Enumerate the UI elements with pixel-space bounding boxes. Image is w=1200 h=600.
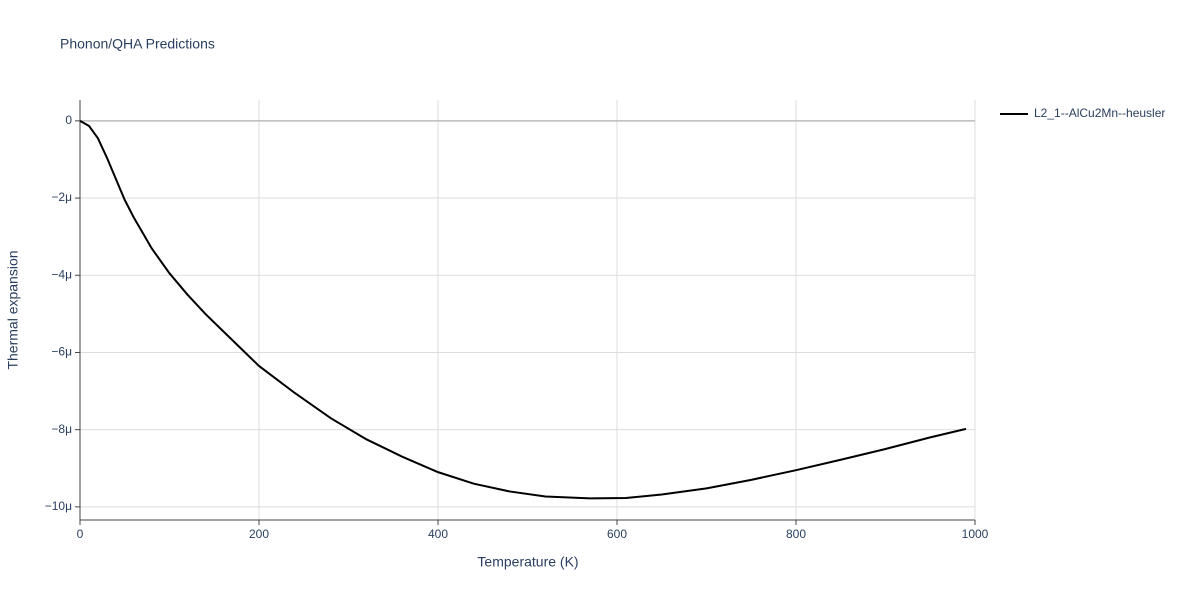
y-tick-label: −4μ (51, 267, 72, 281)
legend-label: L2_1--AlCu2Mn--heusler (1034, 106, 1165, 120)
x-axis-title: Temperature (K) (477, 554, 578, 570)
y-axis-title: Thermal expansion (5, 250, 21, 369)
x-tick-label: 600 (607, 527, 627, 541)
x-tick-label: 800 (786, 527, 806, 541)
x-tick-label: 0 (77, 527, 84, 541)
x-tick-label: 200 (249, 527, 269, 541)
x-tick-label: 1000 (962, 527, 989, 541)
y-tick-label: −2μ (51, 190, 72, 204)
y-tick-label: −10μ (45, 499, 72, 513)
y-tick-label: 0 (65, 113, 72, 127)
data-line (79, 119, 967, 500)
x-tick-label: 400 (428, 527, 448, 541)
chart-title: Phonon/QHA Predictions (60, 36, 215, 52)
y-tick-label: −6μ (51, 345, 72, 359)
y-tick-label: −8μ (51, 422, 72, 436)
